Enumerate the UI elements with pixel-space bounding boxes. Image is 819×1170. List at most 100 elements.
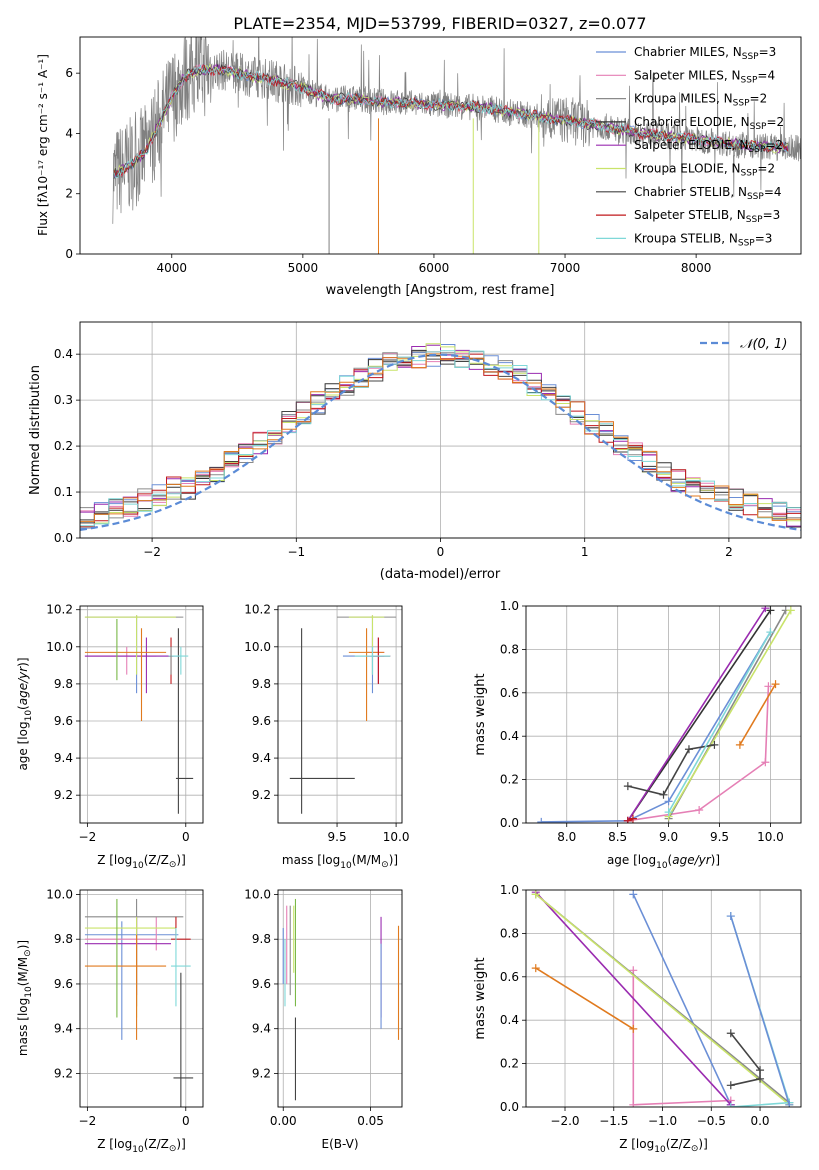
grid [526, 605, 801, 824]
mass-weight-line [667, 609, 792, 817]
subscript: 10 [132, 1145, 144, 1155]
point-marker [756, 1074, 765, 1083]
residual-histogram-panel: −2 −1 0 1 2 0.0 0.1 0.2 0.3 0.4 (data-model)/error… [28, 321, 802, 582]
x-tick-label: 5000 [288, 261, 319, 275]
subscript: ⊙ [691, 1144, 699, 1154]
x-tick-label: −2 [79, 1114, 97, 1128]
y-tick-label: 10.0 [46, 887, 73, 901]
point-marker [756, 1066, 765, 1075]
histogram-step-line [80, 350, 801, 521]
plot-area [531, 890, 794, 1107]
legend-entry: Salpeter STELIB, NSSP=3 [634, 208, 780, 225]
ticks: −2 0 9.2 9.4 9.6 9.8 10.0 [46, 887, 189, 1128]
point-marker [629, 890, 638, 899]
histogram-step-line [80, 350, 801, 527]
y-tick-label: 9.2 [252, 1066, 271, 1080]
x-tick-label: 1 [581, 545, 589, 559]
y-tick-label: 9.4 [252, 751, 271, 765]
plot-area [537, 606, 795, 823]
point-marker [710, 740, 719, 749]
mass-weight-line [730, 1032, 761, 1087]
label-part: )] [698, 1137, 707, 1151]
label-part: =3 [763, 208, 781, 222]
label-part: =4 [764, 185, 782, 199]
x-tick-label: 8.0 [557, 830, 576, 844]
y-tick-label: 4 [65, 126, 73, 140]
y-tick-label: 10.2 [244, 603, 271, 617]
mass-vs-metallicity-panel: −2 0 9.2 9.4 9.6 9.8 10.0 Z [log10(Z/Z⊙)] mass [… [16, 887, 204, 1155]
y-tick-label: 10.2 [46, 603, 73, 617]
subscript: 10 [654, 1145, 666, 1155]
x-tick-label: 4000 [156, 261, 187, 275]
grid [278, 606, 402, 823]
label-part: =2 [766, 115, 784, 129]
y-tick-label: 10.0 [46, 640, 73, 654]
point-marker [664, 808, 673, 817]
axes-frame [79, 889, 204, 1108]
point-marker [664, 797, 673, 806]
x-axis-label: Z [log10(Z/Z⊙)] [619, 1137, 708, 1155]
mass-weight-line [627, 607, 767, 822]
ticks: 0.00 0.05 9.2 9.4 9.6 9.8 10.0 [244, 887, 384, 1128]
x-tick-label: −1.0 [648, 1114, 677, 1128]
y-tick-label: 1.0 [500, 883, 519, 897]
x-tick-label: 7000 [550, 261, 581, 275]
y-tick-label: 0.4 [500, 729, 519, 743]
subscript: 10 [132, 861, 144, 871]
y-tick-label: 9.8 [54, 932, 73, 946]
plot-area [80, 343, 801, 531]
label-part: =3 [755, 231, 773, 245]
label-part: =4 [757, 68, 775, 82]
legend: 𝒩(0, 1) [700, 337, 787, 352]
subscript: 10 [24, 986, 34, 998]
y-tick-label: 6 [65, 66, 73, 80]
y-tick-label: 9.4 [54, 751, 73, 765]
mass-weight-line [739, 683, 777, 746]
y-tick-label: 2 [65, 187, 73, 201]
subscript: 10 [656, 861, 668, 871]
mass-weight-line [667, 631, 772, 813]
mass-weight-vs-age-panel: 8.0 8.5 9.0 9.5 10.0 0.0 0.2 0.4 0.6 0.8 1.0 mass w… [473, 599, 802, 871]
x-tick-label: 0 [182, 830, 190, 844]
legend-entry: Kroupa ELODIE, NSSP=2 [634, 162, 775, 179]
legend-entry: Salpeter MILES, NSSP=4 [634, 68, 775, 85]
y-tick-label: 0.2 [54, 439, 73, 453]
legend-entry: Kroupa STELIB, NSSP=3 [634, 231, 772, 248]
axes-frame [79, 605, 204, 824]
point-marker [629, 966, 638, 975]
mass-weight-line [535, 967, 634, 1030]
label-part: (Z/Z [144, 853, 169, 867]
x-tick-label: 9.0 [659, 830, 678, 844]
point-marker [726, 912, 735, 921]
axes-frame [525, 605, 802, 824]
ticks: −2 0 9.2 9.4 9.6 9.8 10.0 10.2 [46, 603, 189, 844]
y-tick-label: 9.4 [54, 1022, 73, 1036]
y-tick-label: 0.0 [500, 816, 519, 830]
y-tick-label: 0.2 [500, 1057, 519, 1071]
age-vs-metallicity-panel: −2 0 9.2 9.4 9.6 9.8 10.0 10.2 Z [log10(Z/Z⊙)] ag… [16, 603, 204, 871]
mass-weight-line [535, 891, 732, 1106]
x-axis-label: (data-model)/error [380, 567, 501, 582]
plot-area [112, 37, 801, 254]
label-part: (Z/Z [144, 1137, 169, 1151]
point-marker [726, 1103, 735, 1107]
histogram-step-line [80, 353, 801, 522]
label-part: )] [711, 853, 720, 867]
legend-entry: Chabrier STELIB, NSSP=4 [634, 185, 782, 202]
legend-entry: 𝒩(0, 1) [740, 337, 787, 352]
subscript: ⊙ [23, 949, 33, 957]
label-part: =2 [750, 92, 768, 106]
axes-frame [79, 36, 802, 255]
label-part: )] [176, 1137, 185, 1151]
label-part: =2 [757, 162, 775, 176]
y-tick-label: 9.8 [252, 932, 271, 946]
axes-frame [525, 889, 802, 1108]
x-tick-label: 6000 [419, 261, 450, 275]
subscript: SSP [741, 75, 758, 85]
point-marker [531, 964, 540, 973]
ticks: 8.0 8.5 9.0 9.5 10.0 0.0 0.2 0.4 0.6 0.8 1.0 [500, 599, 784, 844]
label-part: age/yr [672, 853, 711, 867]
point-marker [766, 606, 775, 615]
mass-weight-vs-metallicity-panel: −2.0 −1.5 −1.0 −0.5 0.0 0.0 0.2 0.4 0.6 0.8 1.0 mas… [473, 883, 802, 1155]
